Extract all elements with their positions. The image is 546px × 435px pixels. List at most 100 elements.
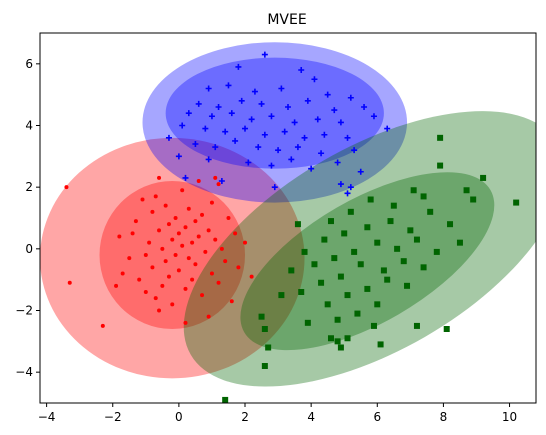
cluster-2-point	[344, 134, 351, 141]
y-tick-label: 6	[25, 57, 33, 71]
cluster-2-point	[324, 91, 331, 98]
cluster-2-point	[222, 128, 229, 135]
cluster-3-point	[377, 341, 384, 348]
cluster-2-point	[271, 184, 278, 191]
cluster-1-point	[157, 228, 162, 233]
cluster-3-point	[288, 267, 295, 274]
cluster-2-point	[165, 134, 172, 141]
cluster-2-inner-ellipse	[165, 57, 384, 169]
cluster-2-point	[308, 165, 315, 172]
cluster-3-point	[301, 248, 308, 255]
cluster-1-point	[206, 228, 211, 233]
cluster-3-point	[420, 264, 427, 271]
cluster-1-point	[196, 179, 201, 183]
cluster-3-point	[344, 292, 351, 299]
cluster-1-point	[219, 246, 224, 251]
cluster-1-point	[236, 265, 241, 270]
cluster-2-point	[357, 168, 364, 175]
cluster-2-point	[351, 147, 358, 154]
y-tick-label: 2	[25, 180, 33, 194]
cluster-1-point	[137, 277, 142, 282]
cluster-2-point	[195, 100, 202, 107]
cluster-1-point	[193, 219, 198, 224]
y-tick-label: −2	[15, 304, 33, 318]
cluster-2-point	[321, 131, 328, 138]
x-tick-label: 2	[241, 410, 249, 424]
cluster-3-point	[304, 319, 311, 326]
cluster-2-point	[235, 63, 242, 70]
cluster-1-point	[190, 240, 195, 245]
cluster-2-point	[255, 144, 262, 151]
cluster-2-point	[291, 119, 298, 126]
cluster-3-point	[410, 187, 417, 194]
cluster-1-point	[173, 253, 178, 257]
cluster-2-point	[337, 181, 344, 188]
cluster-3-point	[334, 316, 341, 323]
cluster-2-point	[370, 113, 377, 120]
cluster-2-point	[311, 76, 318, 83]
cluster-2-point	[208, 113, 215, 120]
cluster-1-point	[166, 222, 171, 227]
cluster-3-point	[470, 196, 477, 203]
cluster-1-point	[127, 256, 132, 261]
cluster-1-point	[163, 203, 168, 208]
cluster-1-point	[64, 185, 69, 190]
scatter-points	[64, 51, 520, 403]
cluster-3-point	[400, 258, 407, 265]
cluster-3-point	[364, 224, 371, 231]
cluster-3-point	[437, 134, 444, 141]
x-tick-label: 10	[502, 410, 517, 424]
x-tick-label: −4	[38, 410, 56, 424]
cluster-3-point	[370, 322, 377, 329]
cluster-1-point	[120, 271, 125, 276]
cluster-3-point	[324, 301, 331, 308]
cluster-2-point	[268, 113, 275, 120]
cluster-1-point	[196, 234, 201, 239]
cluster-2-point	[182, 174, 189, 181]
x-tick-label: −2	[104, 410, 122, 424]
cluster-2-point	[251, 88, 258, 95]
cluster-1-point	[203, 249, 208, 254]
cluster-2-point	[232, 137, 239, 144]
y-tick-label: 0	[25, 242, 33, 256]
cluster-2-point	[202, 125, 209, 132]
y-tick-label: −4	[15, 365, 33, 379]
cluster-2-point	[268, 162, 275, 169]
cluster-1-point	[183, 225, 188, 230]
cluster-2-point	[261, 131, 268, 138]
cluster-1-point	[183, 320, 188, 325]
cluster-3-point	[337, 344, 344, 351]
cluster-1-point	[133, 219, 138, 224]
cluster-1-point	[100, 323, 105, 328]
cluster-3-point	[327, 335, 334, 342]
cluster-2-point	[281, 128, 288, 135]
cluster-3-point	[513, 199, 520, 206]
cluster-3-point	[261, 326, 268, 332]
cluster-2-point	[314, 116, 321, 123]
cluster-1-point	[209, 200, 214, 205]
cluster-3-point	[334, 338, 341, 345]
cluster-1-point	[200, 293, 205, 298]
mvee-ellipses	[40, 42, 536, 387]
cluster-1-point	[223, 259, 228, 264]
cluster-3-point	[413, 236, 420, 243]
cluster-2-point	[225, 82, 232, 89]
cluster-1-point	[186, 206, 191, 211]
cluster-1-point	[209, 271, 214, 276]
cluster-3-point	[433, 248, 440, 255]
cluster-2-outer-ellipse	[142, 42, 408, 203]
x-tick-label: 8	[440, 410, 448, 424]
cluster-2-point	[285, 104, 291, 110]
cluster-1-point	[249, 274, 254, 279]
cluster-1-point	[180, 188, 185, 193]
cluster-2-point	[384, 125, 391, 132]
cluster-1-point	[130, 231, 135, 236]
cluster-3-point	[407, 227, 414, 234]
cluster-1-point	[160, 246, 165, 251]
cluster-3-point	[294, 221, 301, 228]
cluster-3-point	[390, 202, 397, 209]
cluster-1-point	[186, 256, 191, 261]
cluster-3-point	[374, 301, 381, 308]
cluster-3-point	[387, 218, 394, 225]
cluster-1-point	[143, 290, 148, 294]
